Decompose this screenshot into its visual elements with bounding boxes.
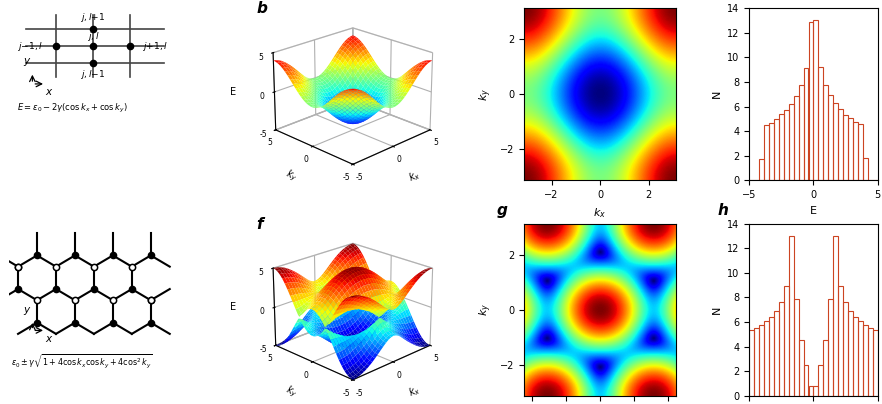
Text: $\boldsymbol{c}$: $\boldsymbol{c}$ — [497, 0, 507, 2]
Bar — [789, 236, 794, 396]
Text: $y$: $y$ — [23, 305, 32, 317]
Bar — [750, 330, 754, 396]
Bar — [813, 386, 818, 396]
Y-axis label: N: N — [712, 305, 721, 314]
Text: $\boldsymbol{g}$: $\boldsymbol{g}$ — [497, 204, 509, 220]
Bar — [863, 325, 868, 396]
Bar — [858, 124, 863, 181]
Bar — [774, 119, 779, 181]
Y-axis label: $k_y$: $k_y$ — [478, 303, 494, 316]
Bar — [804, 365, 809, 396]
Text: $\boldsymbol{f}$: $\boldsymbol{f}$ — [256, 216, 266, 232]
Bar — [872, 330, 878, 396]
Text: $\boldsymbol{d}$: $\boldsymbol{d}$ — [717, 0, 730, 2]
Text: $j,l\!+\!1$: $j,l\!+\!1$ — [80, 11, 106, 23]
Bar — [784, 286, 789, 396]
Bar — [848, 118, 853, 181]
X-axis label: $k_x$: $k_x$ — [407, 167, 423, 185]
Bar — [863, 158, 868, 181]
Bar — [824, 85, 828, 181]
Y-axis label: $k_y$: $k_y$ — [282, 383, 299, 400]
Bar — [799, 340, 804, 396]
Text: $\varepsilon_0\pm\gamma\sqrt{1+4\cos k_x\cos k_y+4\cos^2 k_y}$: $\varepsilon_0\pm\gamma\sqrt{1+4\cos k_x… — [11, 352, 153, 370]
Bar — [848, 311, 853, 396]
Bar — [809, 22, 813, 181]
Bar — [818, 67, 823, 181]
Bar — [824, 340, 828, 396]
Text: $\boldsymbol{b}$: $\boldsymbol{b}$ — [256, 0, 268, 16]
Text: $y$: $y$ — [23, 57, 32, 68]
Bar — [779, 114, 784, 181]
Bar — [833, 236, 838, 396]
Bar — [838, 286, 843, 396]
Text: $j\!-\!1,l$: $j\!-\!1,l$ — [18, 40, 44, 53]
Bar — [828, 299, 833, 396]
Bar — [858, 321, 863, 396]
Text: $\boldsymbol{h}$: $\boldsymbol{h}$ — [717, 202, 729, 218]
Y-axis label: $k_y$: $k_y$ — [478, 88, 494, 101]
Bar — [813, 20, 818, 181]
Bar — [779, 302, 784, 396]
Bar — [754, 328, 759, 396]
Text: $j,l$: $j,l$ — [86, 29, 100, 42]
Bar — [784, 110, 789, 181]
Bar — [818, 365, 823, 396]
Bar — [769, 317, 774, 396]
Bar — [764, 125, 769, 181]
Bar — [774, 311, 779, 396]
Bar — [764, 321, 769, 396]
Text: $x$: $x$ — [45, 334, 54, 344]
Bar — [838, 109, 843, 181]
Text: $j,l\!-\!1$: $j,l\!-\!1$ — [80, 68, 106, 82]
Bar — [769, 123, 774, 181]
Bar — [843, 302, 848, 396]
Bar — [843, 115, 848, 181]
Bar — [853, 122, 858, 181]
Bar — [868, 328, 872, 396]
Bar — [759, 325, 764, 396]
X-axis label: $k_x$: $k_x$ — [407, 383, 423, 400]
Y-axis label: N: N — [712, 90, 721, 99]
Text: $x$: $x$ — [45, 87, 54, 97]
Bar — [789, 103, 794, 181]
Text: $E=\varepsilon_0-2\gamma(\cos k_x+\cos k_y)$: $E=\varepsilon_0-2\gamma(\cos k_x+\cos k… — [18, 101, 128, 115]
Bar — [828, 95, 833, 181]
X-axis label: $k_x$: $k_x$ — [594, 206, 607, 219]
Bar — [799, 85, 804, 181]
Bar — [794, 96, 798, 181]
Bar — [809, 386, 813, 396]
Bar — [804, 68, 809, 181]
Bar — [794, 299, 798, 396]
Bar — [759, 159, 764, 181]
Y-axis label: $k_y$: $k_y$ — [282, 167, 299, 185]
Bar — [833, 103, 838, 181]
Text: $j\!+\!1,l$: $j\!+\!1,l$ — [142, 40, 168, 53]
Bar — [853, 317, 858, 396]
X-axis label: E: E — [810, 206, 817, 216]
